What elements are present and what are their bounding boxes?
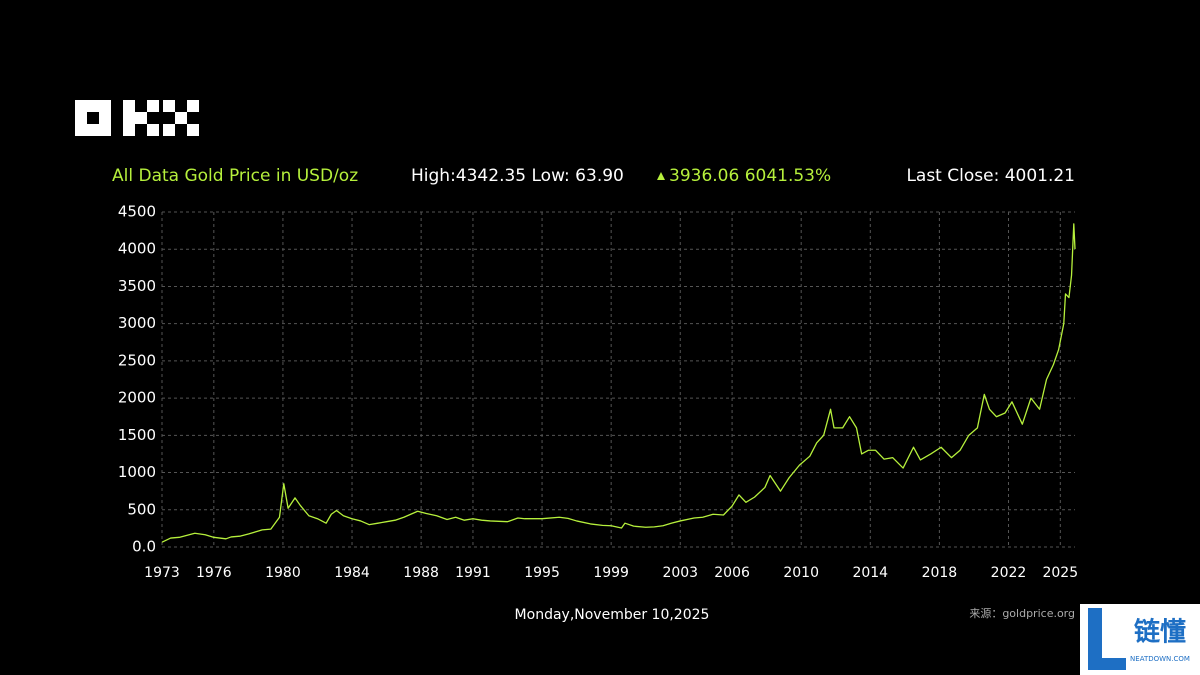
date: Monday,November 10,2025: [515, 607, 710, 623]
x-tick-label: 1976: [196, 565, 232, 581]
logo-block: [187, 100, 199, 112]
watermark-site: NEATDOWN.COM: [1130, 655, 1190, 663]
logo-block: [163, 124, 175, 136]
x-tick-label: 2006: [714, 565, 750, 581]
y-tick-label: 4000: [118, 240, 156, 258]
watermark-name: 链懂: [1134, 617, 1186, 648]
x-tick-label: 1991: [455, 565, 491, 581]
logo-block: [123, 112, 135, 124]
y-tick-label: 2500: [118, 351, 156, 369]
x-tick-label: 2018: [922, 565, 958, 581]
x-tick-label: 1988: [403, 565, 439, 581]
y-tick-label: 4500: [118, 203, 156, 221]
x-tick-label: 1973: [144, 565, 180, 581]
x-tick-label: 2022: [991, 565, 1027, 581]
change: 3936.06 6041.53%: [669, 166, 831, 186]
y-tick-label: 0.0: [132, 538, 156, 556]
last-close: Last Close: 4001.21: [906, 166, 1075, 186]
x-tick-label: 2025: [1042, 565, 1078, 581]
y-tick-label: 2000: [118, 389, 156, 407]
logo-o: [75, 100, 111, 136]
watermark-logo: [1088, 608, 1126, 670]
x-tick-label: 1980: [265, 565, 301, 581]
source: 来源：goldprice.org: [969, 606, 1075, 620]
y-tick-label: 3500: [118, 277, 156, 295]
logo-block: [147, 100, 159, 112]
logo-block: [187, 124, 199, 136]
x-tick-label: 1995: [524, 565, 560, 581]
x-tick-label: 1984: [334, 565, 370, 581]
logo-block: [163, 100, 175, 112]
up-arrow: [657, 172, 665, 180]
price-line: [161, 223, 1076, 543]
x-tick-label: 1999: [593, 565, 629, 581]
watermark: 链懂 NEATDOWN.COM: [1080, 604, 1200, 675]
logo-block: [135, 112, 147, 124]
logo-block: [123, 100, 135, 112]
x-tick-label: 2010: [783, 565, 819, 581]
logo-block: [175, 112, 187, 124]
logo-block: [147, 124, 159, 136]
high-low: High:4342.35 Low: 63.90: [411, 166, 624, 186]
x-tick-label: 2014: [852, 565, 888, 581]
y-tick-label: 1500: [118, 426, 156, 444]
y-tick-label: 500: [127, 500, 156, 518]
y-tick-label: 1000: [118, 463, 156, 481]
chart-title: All Data Gold Price in USD/oz: [112, 166, 358, 186]
logo: [75, 100, 199, 136]
x-tick-label: 2003: [662, 565, 698, 581]
y-tick-label: 3000: [118, 314, 156, 332]
logo-block: [123, 124, 135, 136]
